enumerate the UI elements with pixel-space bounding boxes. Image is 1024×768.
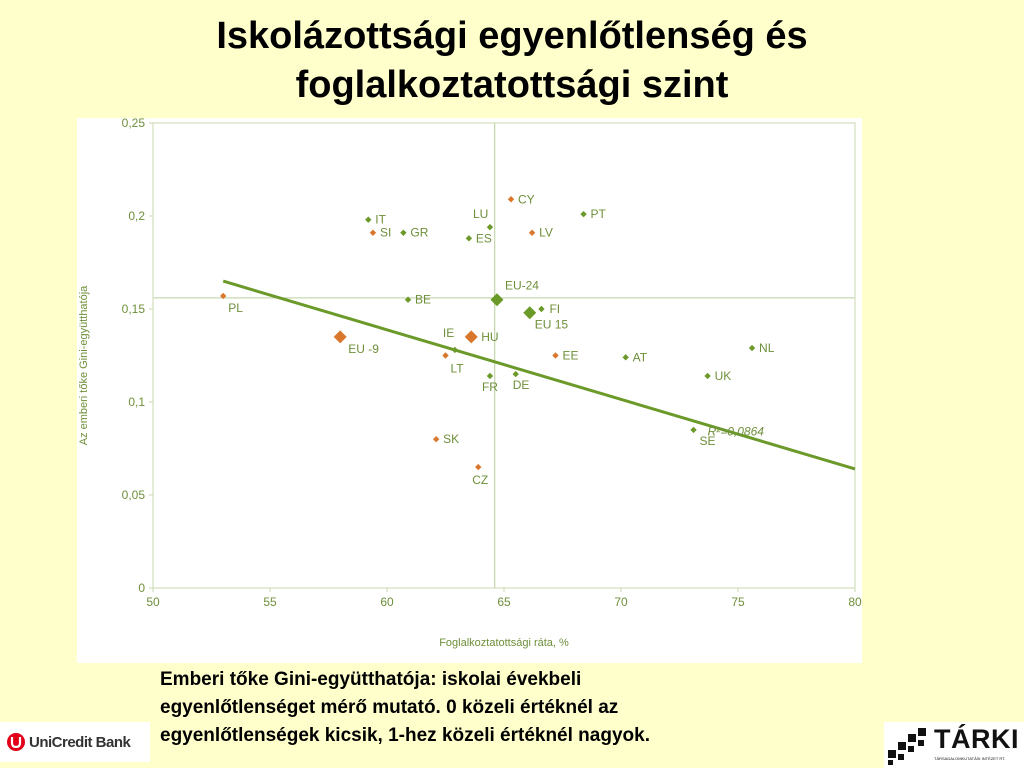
- plot-frame: [152, 122, 856, 589]
- data-label-eu-24: EU-24: [505, 279, 539, 293]
- data-label-si: SI: [380, 226, 391, 240]
- x-tick-label: 75: [731, 595, 745, 609]
- trendline: [222, 279, 856, 471]
- data-point-ee: [552, 352, 559, 359]
- data-label-pl: PL: [228, 301, 243, 315]
- data-point-pt: [580, 210, 587, 218]
- caption-line-2: egyenlőtlenséget mérő mutató. 0 közeli é…: [160, 697, 619, 718]
- slide-title-line-1: Iskolázottsági egyenlőtlenség és: [216, 15, 808, 57]
- y-tick-label: 0,1: [128, 395, 145, 409]
- tarki-logo-text: TÁRKI: [934, 724, 1019, 754]
- x-axis-title: Foglalkoztatottsági ráta, %: [439, 637, 569, 649]
- data-label-de: DE: [513, 378, 530, 392]
- data-label-lv: LV: [539, 226, 553, 240]
- data-point-uk: [704, 372, 711, 380]
- data-label-es: ES: [476, 231, 492, 245]
- data-label-fr: FR: [482, 380, 498, 394]
- scatter-chart: 50 55 60 65 70 75 80 0 0,05 0,1 0,15 0,2 0,25 R²=0,08…: [78, 118, 862, 649]
- data-point-eu-24: [490, 293, 504, 307]
- data-point-at: [622, 354, 629, 361]
- data-point-sk: [432, 436, 440, 443]
- x-tick-label: 70: [614, 595, 628, 609]
- data-point-lv: [528, 229, 536, 236]
- tarki-logo-subtitle: TÁRSADALOMKUTATÁSI INTÉZET RT.: [934, 756, 1006, 761]
- data-label-it: IT: [375, 213, 386, 227]
- data-label-fi: FI: [549, 302, 560, 316]
- y-tick-label: 0,05: [122, 488, 146, 502]
- data-label-cy: CY: [518, 192, 535, 206]
- y-axis-title: Az emberi tőke Gini-együtthatója: [78, 285, 90, 445]
- data-label-at: AT: [633, 350, 648, 364]
- data-point-cy: [507, 196, 515, 203]
- data-point-nl: [748, 344, 756, 352]
- unicredit-logo-text: UniCredit Bank: [29, 733, 131, 751]
- y-tick-label: 0: [138, 581, 145, 595]
- data-label-se: SE: [700, 434, 716, 448]
- data-label-nl: NL: [759, 341, 775, 355]
- data-label-eu-9: EU -9: [348, 342, 379, 356]
- data-point-fi: [538, 305, 545, 313]
- slide-title: Iskolázottsági egyenlőtlenség és foglalk…: [0, 12, 1024, 110]
- caption: Emberi tőke Gini-együtthatója: iskolai é…: [160, 666, 880, 750]
- data-point-it: [365, 216, 372, 223]
- y-tick-label: 0,2: [128, 209, 145, 223]
- data-point-hu: [464, 330, 478, 344]
- data-point-eu-9: [333, 330, 347, 344]
- data-label-lt: LT: [451, 362, 465, 376]
- caption-line-3: egyenlőtlenségek kicsik, 1-hez közeli ér…: [160, 725, 650, 746]
- x-tick-label: 50: [146, 595, 160, 609]
- data-point-lt: [442, 352, 449, 359]
- data-point-lu: [486, 223, 494, 231]
- data-point-eu-15: [523, 306, 537, 320]
- data-point-si: [369, 229, 377, 236]
- data-point-cz: [475, 463, 482, 471]
- data-point-ie: [451, 346, 459, 354]
- data-point-gr: [400, 229, 407, 236]
- data-label-uk: UK: [715, 369, 732, 383]
- data-label-pt: PT: [591, 207, 607, 221]
- y-tick-label: 0,25: [122, 118, 146, 130]
- data-point-pl: [220, 292, 227, 300]
- scatter-chart-panel: 50 55 60 65 70 75 80 0 0,05 0,1 0,15 0,2 0,25 R²=0,08…: [77, 118, 862, 663]
- caption-line-1: Emberi tőke Gini-együtthatója: iskolai é…: [160, 669, 582, 690]
- data-label-cz: CZ: [472, 473, 488, 487]
- data-label-ie: IE: [443, 326, 454, 340]
- tarki-logo: TÁRKI TÁRSADALOMKUTATÁSI INTÉZET RT.: [884, 722, 1024, 768]
- data-point-es: [465, 235, 473, 242]
- unicredit-bank-logo: UniCredit Bank: [0, 722, 150, 762]
- unicredit-emblem-icon: [7, 733, 25, 751]
- tarki-emblem-icon: [888, 728, 926, 765]
- data-point-se: [690, 426, 697, 434]
- x-tick-label: 55: [263, 595, 277, 609]
- data-point-fr: [486, 372, 494, 380]
- data-label-gr: GR: [410, 226, 428, 240]
- data-label-sk: SK: [443, 432, 459, 446]
- x-tick-label: 60: [380, 595, 394, 609]
- data-label-lu: LU: [473, 207, 488, 221]
- data-label-ee: EE: [562, 349, 578, 363]
- data-label-eu-15: EU 15: [535, 318, 569, 332]
- data-label-hu: HU: [481, 330, 498, 344]
- x-tick-label: 65: [497, 595, 511, 609]
- data-point-de: [512, 370, 519, 378]
- data-label-be: BE: [415, 293, 431, 307]
- x-tick-label: 80: [848, 595, 862, 609]
- data-point-be: [404, 296, 412, 303]
- slide-title-line-2: foglalkoztatottsági szint: [295, 64, 729, 106]
- trendline-r2-label: R²=0,0864: [708, 424, 765, 438]
- y-tick-label: 0,15: [122, 302, 146, 316]
